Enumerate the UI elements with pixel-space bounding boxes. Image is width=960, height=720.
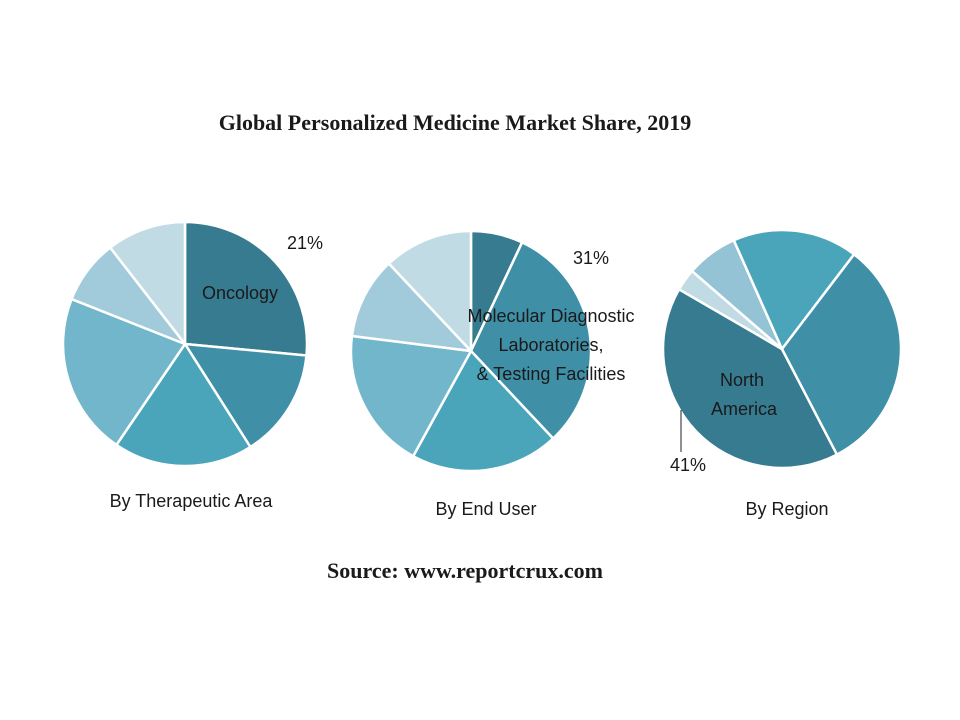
pie-therapeutic-area-slice-3 — [115, 342, 252, 468]
pie-end-user-slice-label-line-3: & Testing Facilities — [477, 364, 626, 384]
pie-region-annotation: 41% — [670, 455, 706, 475]
pie-region-slice-4 — [732, 228, 856, 351]
pie-end-user-slice-label-line-1: Molecular Diagnostic — [467, 306, 634, 326]
pie-end-user-slice-5 — [350, 262, 473, 353]
pie-end-user-slice-2 — [469, 241, 593, 440]
pie-therapeutic-area-slice-4 — [61, 297, 187, 447]
pie-therapeutic-area-slice-1 — [183, 220, 309, 357]
pie-region — [661, 228, 903, 470]
pie-therapeutic-area-caption: By Therapeutic Area — [110, 491, 274, 511]
pie-end-user-slice-6 — [387, 229, 473, 353]
pie-end-user-slice-label-line-2: Laboratories, — [498, 335, 603, 355]
chart-title: Global Personalized Medicine Market Shar… — [218, 110, 692, 135]
pie-region-slice-label-line-1: North — [720, 370, 764, 390]
pie-end-user-annotation: 31% — [573, 248, 609, 268]
pie-therapeutic-area-slice-6 — [108, 220, 187, 346]
pie-end-user-caption: By End User — [435, 499, 536, 519]
pie-therapeutic-area-slice-2 — [183, 342, 308, 449]
pie-end-user — [349, 229, 593, 473]
pie-region-slice-label-line-2: America — [711, 399, 778, 419]
pie-therapeutic-area-annotation: 21% — [287, 233, 323, 253]
pie-region-slice-5 — [780, 253, 903, 456]
pie-therapeutic-area-slice-label: Oncology — [202, 283, 278, 303]
pie-end-user-slice-4 — [349, 334, 473, 458]
pie-end-user-slice-3 — [411, 349, 555, 473]
pie-region-caption: By Region — [745, 499, 828, 519]
pie-region-slice-1 — [661, 288, 839, 470]
pie-therapeutic-area — [61, 220, 309, 468]
source-note: Source: www.reportcrux.com — [327, 558, 603, 583]
